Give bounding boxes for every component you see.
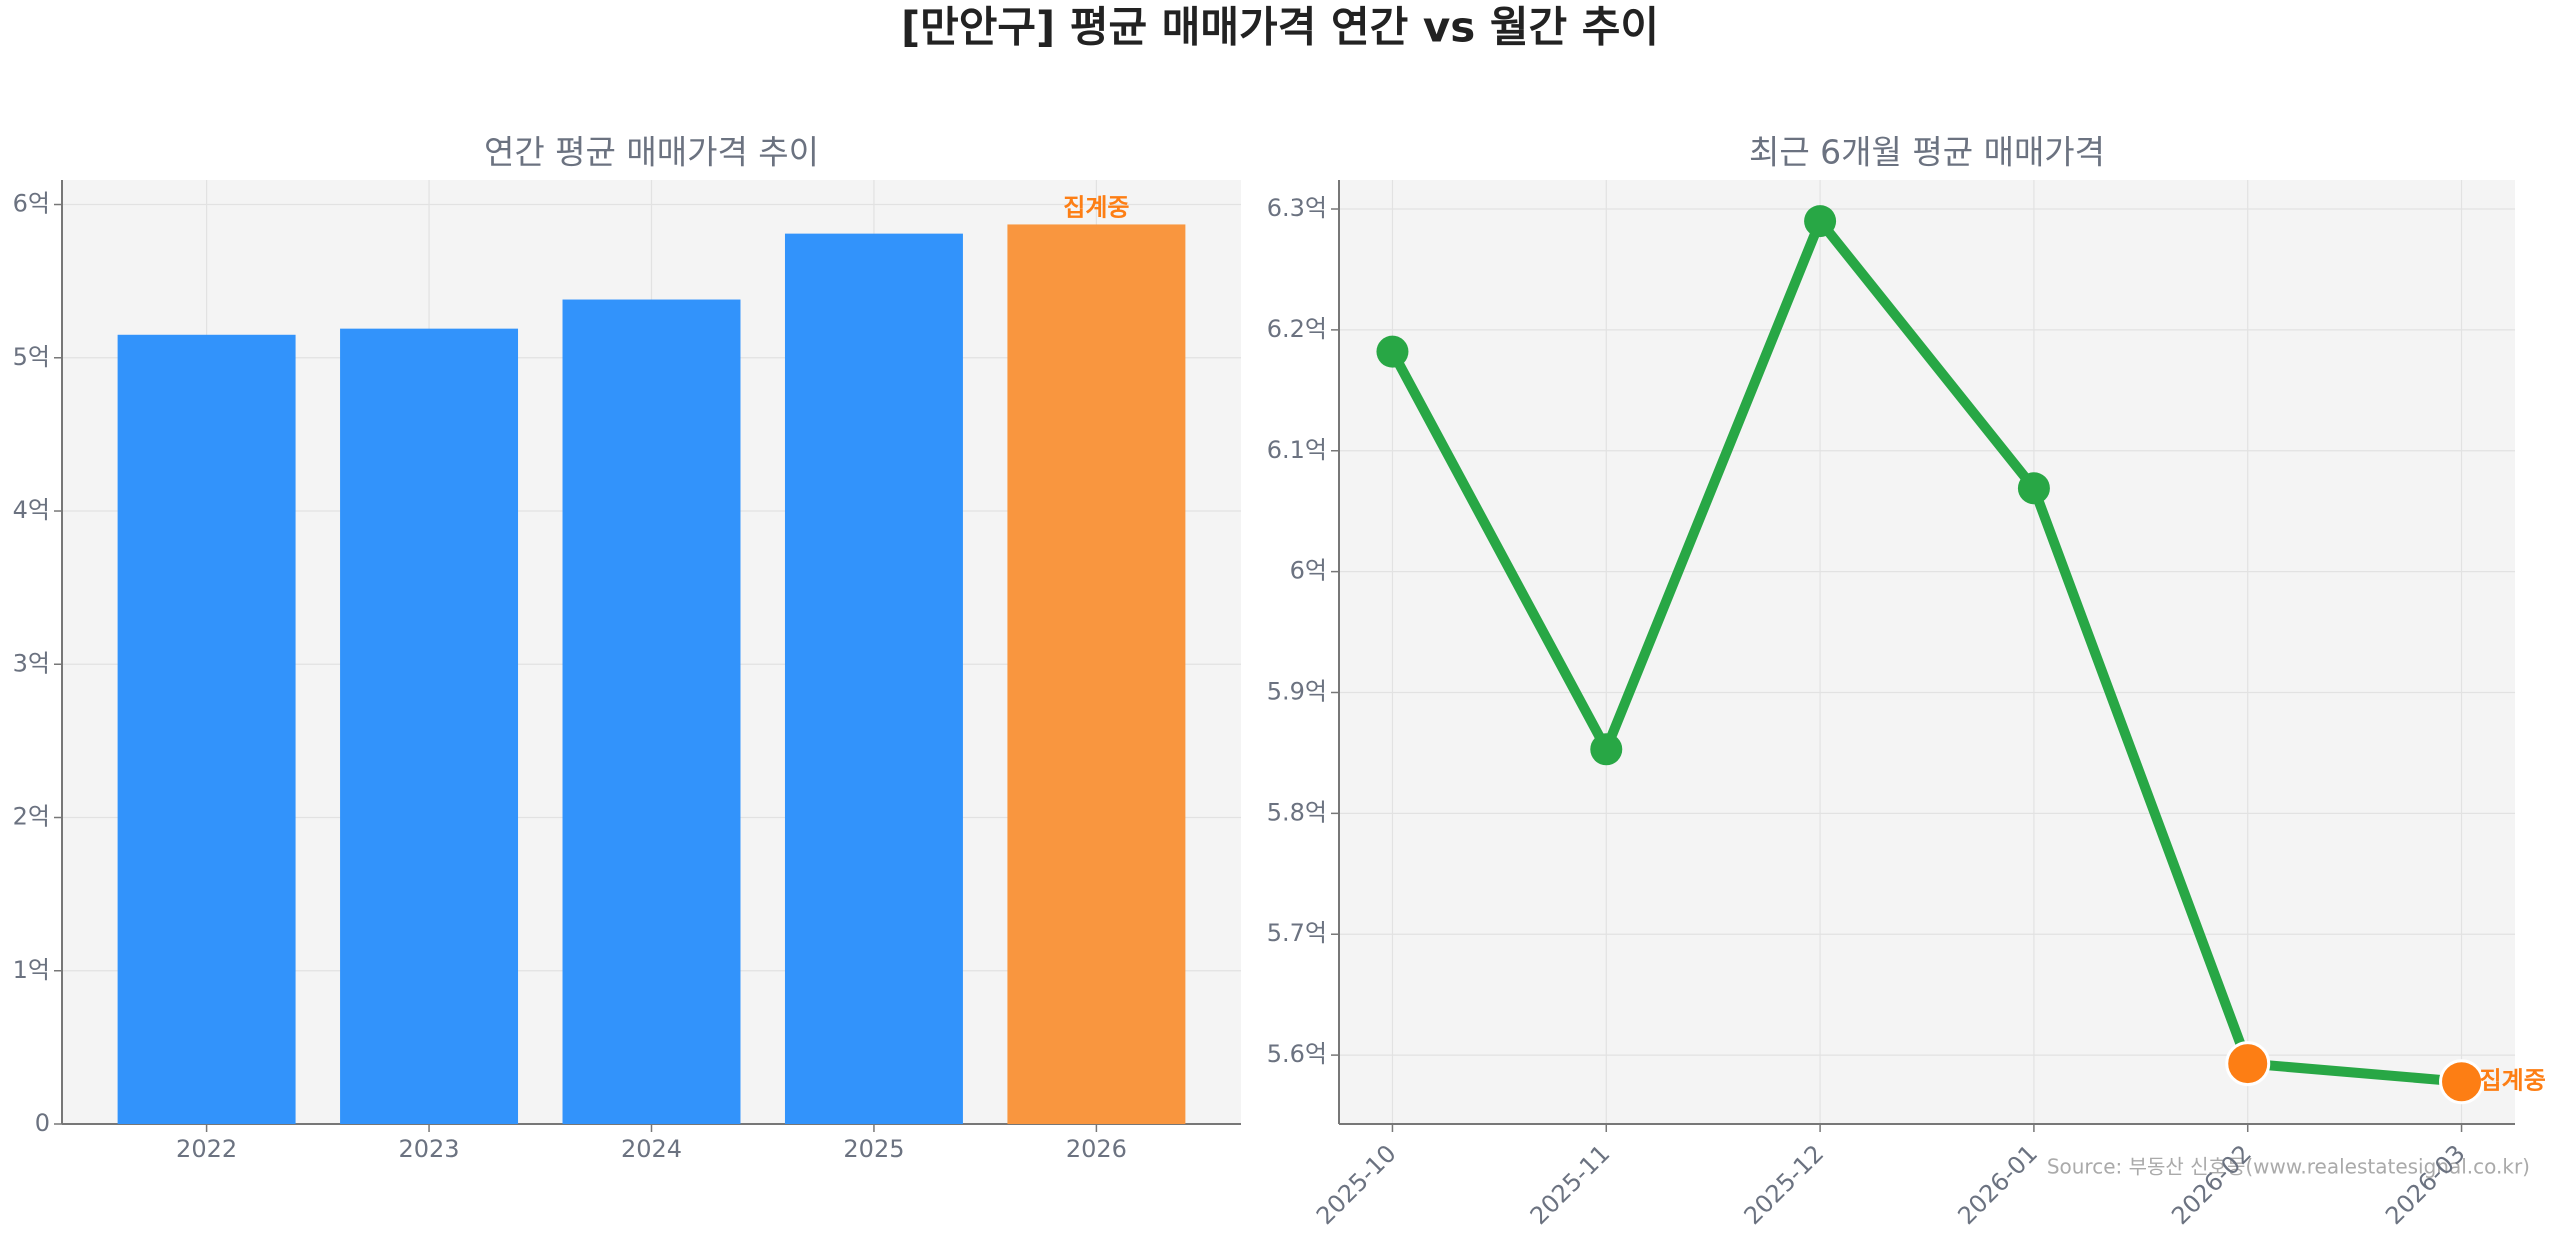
y-tick-label: 2억 [13, 803, 50, 831]
y-tick-label: 5.7억 [1267, 919, 1327, 947]
y-tick-label: 6.3억 [1267, 194, 1327, 222]
point [2225, 1041, 2271, 1087]
y-tick-label: 6억 [13, 190, 50, 218]
chart-title: 최근 6개월 평균 매매가격 [1749, 133, 2105, 172]
point [1376, 335, 1409, 368]
source: Source: 부동산 신호등(www.realestatesignal.co.… [2047, 1155, 2530, 1179]
x-tick-label: 2022 [176, 1135, 237, 1163]
bar [784, 233, 963, 1125]
x-tick-label: 2024 [621, 1135, 682, 1163]
x-tick-label: 2025-11 [1525, 1139, 1616, 1230]
x-tick-label: 2026 [1066, 1135, 1127, 1163]
x-tick-label: 2025-10 [1311, 1139, 1402, 1230]
y-tick-label: 0 [35, 1109, 50, 1137]
y-tick-label: 6.1억 [1267, 436, 1327, 464]
x-tick-label: 2026-01 [1952, 1139, 2043, 1230]
y-tick-label: 5.8억 [1267, 798, 1327, 826]
point [1590, 733, 1623, 766]
x-tick-label: 2025-12 [1739, 1139, 1830, 1230]
x-tick-label: 2023 [399, 1135, 460, 1163]
x-tick-label: 2026-03 [2380, 1139, 2471, 1230]
point [2017, 472, 2050, 505]
plot-area [1339, 180, 2515, 1124]
point [1804, 205, 1837, 238]
bar [340, 328, 519, 1124]
point [2439, 1059, 2485, 1105]
y-tick-label: 1억 [13, 956, 50, 984]
y-tick-label: 4억 [13, 496, 50, 524]
annotation: 집계중 [2480, 1067, 2546, 1095]
y-tick-label: 6억 [1290, 557, 1327, 585]
y-tick-label: 5.6억 [1267, 1040, 1327, 1068]
y-tick-label: 5.9억 [1267, 677, 1327, 705]
main-title: [만안구] 평균 매매가격 연간 vs 월간 추이 [901, 3, 1659, 52]
bar [562, 299, 741, 1124]
line [1388, 216, 2462, 1087]
y-tick-label: 6.2억 [1267, 315, 1327, 343]
annotation: 집계중 [1063, 193, 1129, 221]
y-tick-label: 3억 [13, 649, 50, 677]
x-tick-label: 2026-02 [2166, 1139, 2257, 1230]
y-tick-label: 5억 [13, 343, 50, 371]
bar [117, 334, 296, 1124]
x-tick-label: 2025 [843, 1135, 904, 1163]
bar [1007, 224, 1186, 1125]
chart-title: 연간 평균 매매가격 추이 [484, 133, 819, 172]
